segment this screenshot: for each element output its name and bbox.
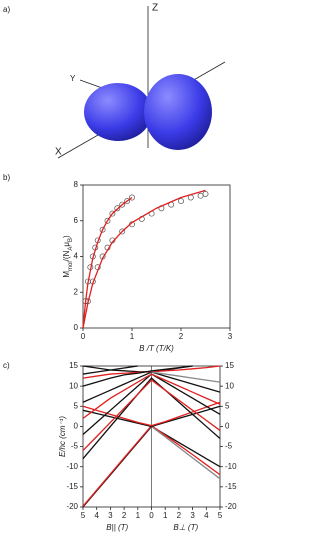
x-tick-label: 0	[149, 511, 154, 520]
y-tick-label: 0	[74, 422, 79, 431]
y-label-part: mol	[68, 261, 74, 271]
y2-tick-label: -5	[225, 442, 233, 451]
y-tick-label: 0	[74, 323, 79, 332]
lobe	[84, 83, 152, 141]
energy-level	[151, 371, 221, 383]
y-tick-label: 15	[69, 361, 78, 370]
data-point	[104, 217, 111, 224]
data-point	[197, 192, 204, 199]
y-tick-label: 8	[74, 180, 79, 189]
energy-level	[82, 365, 221, 379]
x-tick-label: 3	[190, 511, 195, 520]
y-label-part: /(N	[62, 250, 71, 261]
energy-level	[82, 373, 221, 419]
x-tick-label: 5	[218, 511, 223, 520]
energy-level	[82, 377, 221, 460]
energy-level	[82, 365, 138, 375]
x-tick-label: 1	[130, 332, 135, 341]
data-point	[124, 198, 131, 205]
energy-level	[82, 401, 221, 427]
x-tick-label: 1	[163, 511, 168, 520]
structure-view: Z Y X	[55, 3, 226, 159]
y-label-part: B	[68, 238, 74, 242]
y-label-part: A	[68, 247, 74, 251]
y-label-part: )	[62, 235, 71, 238]
data-point	[178, 198, 184, 205]
x-axis-label: B /T (T/K)	[139, 344, 174, 353]
axis-label: Z	[152, 3, 158, 14]
y-tick-label: -20	[66, 502, 78, 511]
x-tick-label: 2	[177, 511, 182, 520]
x-tick-label: 0	[81, 332, 86, 341]
energy-level	[82, 379, 221, 452]
data-point	[119, 201, 126, 208]
y2-tick-label: -10	[225, 462, 237, 471]
data-point	[119, 228, 126, 235]
y2-tick-label: 15	[225, 361, 234, 370]
panel-label: c)	[3, 361, 10, 370]
x-tick-label: 3	[228, 332, 233, 341]
y-axis-label: E/hc (cm⁻¹)	[58, 416, 67, 457]
y-label-part: M	[62, 271, 71, 278]
y-tick-label: -15	[66, 482, 78, 491]
y-axis-label: Mmol/(NAμB)	[62, 235, 73, 278]
data-point	[114, 205, 121, 212]
data-point	[129, 194, 135, 201]
y2-tick-label: -15	[225, 482, 237, 491]
y-tick-label: 5	[74, 401, 79, 410]
x-tick-label: 3	[108, 511, 113, 520]
y-tick-label: -10	[66, 462, 78, 471]
lobe	[144, 74, 212, 150]
y2-tick-label: 10	[225, 381, 234, 390]
y-tick-label: -5	[71, 442, 79, 451]
y2-tick-label: 5	[225, 401, 230, 410]
y-tick-label: 4	[74, 252, 79, 261]
y-label-part: μ	[62, 242, 71, 247]
axis-label: X	[55, 147, 62, 158]
fit-line	[82, 189, 206, 329]
x-tick-label: 2	[122, 511, 127, 520]
y2-tick-label: -20	[225, 502, 237, 511]
x-tick-label: 4	[204, 511, 209, 520]
data-point	[109, 210, 116, 217]
energy-level	[82, 365, 193, 387]
data-point	[202, 190, 209, 197]
x-tick-label: 4	[94, 511, 99, 520]
panel-label: b)	[3, 173, 10, 182]
levels	[82, 365, 221, 508]
x-tick-label: 2	[179, 332, 184, 341]
y2-tick-label: 0	[225, 422, 230, 431]
x-axis-label: B|| (T)	[106, 523, 128, 532]
y-tick-label: 6	[74, 216, 79, 225]
data-point	[99, 226, 106, 233]
energy-level	[151, 425, 221, 480]
axis-label: Y	[70, 74, 76, 83]
y-tick-label: 2	[74, 287, 79, 296]
x-axis-label: B⊥ (T)	[173, 523, 198, 532]
y-tick-label: 10	[69, 381, 78, 390]
fit-line	[82, 196, 133, 329]
x-tick-label: 5	[81, 511, 86, 520]
x-tick-label: 1	[136, 511, 141, 520]
panel-label: a)	[3, 5, 10, 14]
